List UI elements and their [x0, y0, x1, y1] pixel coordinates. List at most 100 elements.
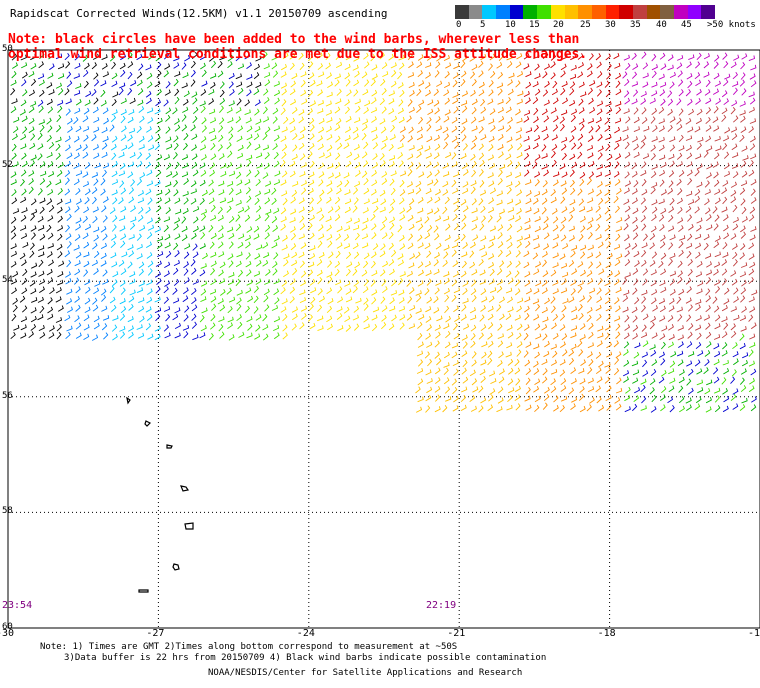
- wind-barb: [714, 251, 721, 258]
- wind-barb: [370, 54, 376, 62]
- wind-barb: [129, 289, 136, 296]
- wind-barb: [334, 162, 341, 169]
- wind-barb: [623, 376, 629, 383]
- wind-barb: [542, 180, 548, 188]
- wind-barb: [273, 207, 280, 214]
- wind-barb: [253, 88, 260, 96]
- wind-barb: [119, 82, 126, 89]
- wind-barb: [264, 279, 271, 285]
- wind-barb: [263, 63, 270, 70]
- wind-barb: [515, 61, 522, 69]
- wind-barb: [173, 55, 180, 62]
- wind-barb: [490, 125, 496, 132]
- wind-barb: [533, 107, 539, 116]
- wind-barb: [641, 135, 647, 143]
- wind-barb: [282, 332, 288, 340]
- wind-barb: [560, 109, 568, 116]
- wind-barb: [46, 135, 52, 143]
- wind-barb: [732, 171, 739, 179]
- wind-barb: [615, 331, 621, 339]
- wind-barb: [335, 98, 342, 105]
- wind-barb: [471, 98, 478, 106]
- wind-barb: [282, 235, 288, 242]
- wind-barb: [30, 208, 38, 215]
- wind-barb: [75, 83, 82, 89]
- wind-barb: [371, 64, 378, 71]
- wind-barb: [731, 369, 737, 377]
- wind-barb: [606, 385, 612, 393]
- wind-barb: [595, 304, 602, 312]
- wind-barb: [64, 88, 70, 96]
- wind-barb: [424, 261, 431, 268]
- wind-barb: [119, 331, 126, 339]
- legend-label: 0: [456, 20, 462, 30]
- wind-barb: [264, 162, 270, 170]
- wind-barb: [407, 72, 415, 78]
- wind-barb: [281, 99, 287, 107]
- wind-barb: [300, 305, 308, 312]
- wind-barb: [317, 325, 324, 332]
- wind-barb: [515, 250, 521, 258]
- wind-barb: [497, 340, 504, 348]
- wind-barb: [507, 394, 513, 403]
- wind-barb: [109, 296, 116, 304]
- wind-barb: [569, 99, 576, 107]
- wind-barb: [127, 142, 134, 150]
- wind-barb: [589, 80, 596, 87]
- wind-barb: [130, 205, 136, 213]
- wind-barb: [624, 151, 631, 159]
- wind-barb: [318, 252, 325, 259]
- wind-barb: [713, 171, 719, 179]
- wind-barb: [381, 171, 388, 178]
- wind-barb: [237, 125, 244, 133]
- wind-barb: [541, 163, 548, 170]
- wind-barb: [668, 206, 675, 213]
- wind-barb: [425, 333, 431, 340]
- wind-barb: [632, 216, 638, 224]
- wind-barb: [496, 279, 503, 286]
- wind-barb: [73, 162, 80, 169]
- wind-barb: [388, 323, 395, 331]
- wind-barb: [21, 160, 28, 168]
- wind-barb: [480, 305, 486, 312]
- wind-barb: [649, 387, 655, 395]
- wind-barb: [138, 297, 145, 304]
- wind-barb: [721, 107, 728, 115]
- wind-barb: [399, 322, 405, 330]
- wind-barb: [435, 279, 442, 286]
- wind-barb: [371, 89, 378, 97]
- wind-barb: [598, 360, 604, 368]
- wind-barb: [517, 143, 523, 151]
- wind-barb: [244, 109, 251, 116]
- wind-barb: [722, 135, 730, 142]
- wind-barb: [741, 216, 748, 223]
- wind-barb: [318, 152, 325, 159]
- wind-barb: [613, 52, 620, 60]
- wind-barb: [317, 240, 323, 248]
- wind-barb: [408, 106, 415, 114]
- wind-barb: [478, 152, 485, 160]
- wind-barb: [461, 251, 468, 258]
- wind-barb: [552, 80, 558, 89]
- wind-barb: [299, 223, 306, 231]
- wind-barb: [578, 198, 585, 206]
- wind-barb: [389, 297, 395, 305]
- wind-barb: [335, 52, 341, 61]
- wind-barb: [444, 109, 451, 116]
- wind-barb: [641, 51, 647, 59]
- wind-barb: [93, 126, 100, 133]
- wind-barb: [246, 74, 253, 80]
- wind-barb: [281, 298, 288, 305]
- wind-barb: [407, 135, 413, 143]
- wind-barb: [255, 152, 263, 159]
- wind-barb: [433, 99, 440, 107]
- wind-barb: [74, 315, 80, 323]
- wind-barb: [462, 205, 469, 213]
- wind-barb: [605, 261, 612, 269]
- wind-barb: [596, 61, 602, 69]
- wind-barb: [569, 74, 577, 80]
- wind-barb: [165, 81, 171, 89]
- wind-barb: [678, 89, 684, 97]
- wind-barb: [650, 406, 657, 413]
- wind-barb: [146, 313, 153, 321]
